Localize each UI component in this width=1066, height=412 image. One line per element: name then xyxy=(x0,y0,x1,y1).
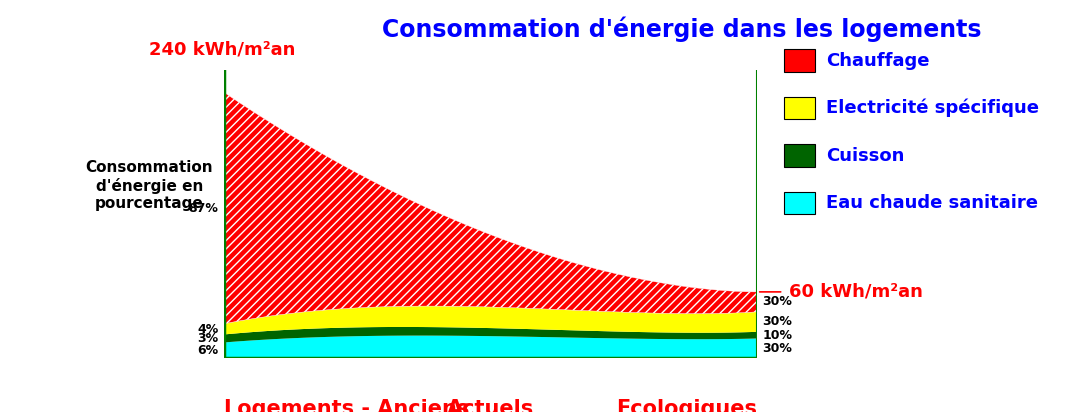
Text: Ecologiques: Ecologiques xyxy=(616,399,757,412)
Polygon shape xyxy=(224,92,757,324)
Text: Actuels: Actuels xyxy=(447,399,534,412)
Text: Logements - Anciens: Logements - Anciens xyxy=(224,399,469,412)
Text: 30%: 30% xyxy=(762,342,792,355)
Text: 4%: 4% xyxy=(197,323,219,336)
Text: Chauffage: Chauffage xyxy=(826,52,930,70)
Text: Consommation
d'énergie en
pourcentage: Consommation d'énergie en pourcentage xyxy=(85,160,213,211)
Polygon shape xyxy=(224,336,757,358)
Polygon shape xyxy=(224,306,757,335)
Text: 240 kWh/m²an: 240 kWh/m²an xyxy=(149,40,295,59)
Text: 60 kWh/m²an: 60 kWh/m²an xyxy=(789,283,923,301)
Text: 30%: 30% xyxy=(762,315,792,328)
Polygon shape xyxy=(224,327,757,342)
Text: Eau chaude sanitaire: Eau chaude sanitaire xyxy=(826,194,1038,212)
Text: 6%: 6% xyxy=(197,344,219,357)
Text: Electricité spécifique: Electricité spécifique xyxy=(826,99,1039,117)
Text: 87%: 87% xyxy=(189,201,219,215)
Text: 30%: 30% xyxy=(762,295,792,308)
Text: 10%: 10% xyxy=(762,329,792,342)
Text: Consommation d'énergie dans les logements: Consommation d'énergie dans les logement… xyxy=(383,16,982,42)
Text: 3%: 3% xyxy=(197,332,219,345)
Text: Cuisson: Cuisson xyxy=(826,147,905,164)
